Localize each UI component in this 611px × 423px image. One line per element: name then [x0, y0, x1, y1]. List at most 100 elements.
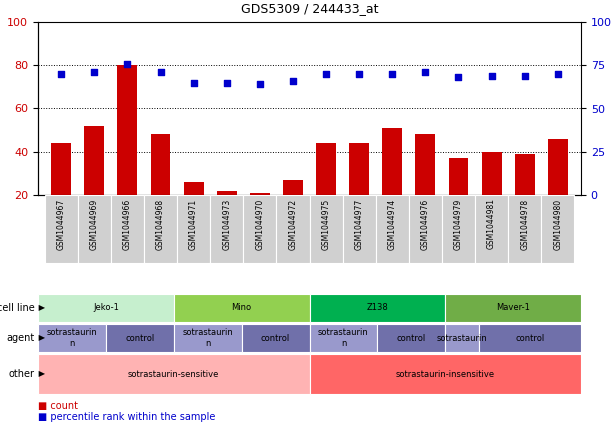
Text: GSM1044973: GSM1044973 [222, 198, 231, 250]
Bar [174, 324, 241, 352]
Text: ▶: ▶ [35, 303, 45, 313]
Text: GSM1044980: GSM1044980 [554, 198, 562, 250]
Text: other: other [9, 369, 35, 379]
Bar [508, 195, 541, 263]
Bar [349, 143, 369, 238]
Bar [177, 195, 210, 263]
Text: sotrastaurin
n: sotrastaurin n [182, 328, 233, 348]
Bar [409, 195, 442, 263]
Bar [174, 294, 310, 322]
Bar [448, 158, 469, 238]
Bar [515, 154, 535, 238]
Bar [541, 195, 574, 263]
Bar [38, 294, 174, 322]
Bar [117, 65, 137, 238]
Bar [250, 193, 270, 238]
Text: sotrastaurin
n: sotrastaurin n [318, 328, 369, 348]
Bar [376, 195, 409, 263]
Point [222, 79, 232, 86]
Bar [445, 294, 581, 322]
Bar [415, 135, 435, 238]
Text: GSM1044968: GSM1044968 [156, 198, 165, 250]
Bar [217, 191, 236, 238]
Bar [445, 324, 479, 352]
Point [123, 60, 133, 67]
Point [453, 74, 463, 81]
Point [387, 71, 397, 77]
Bar [479, 324, 581, 352]
Text: GSM1044967: GSM1044967 [57, 198, 65, 250]
Bar [150, 135, 170, 238]
Text: GSM1044977: GSM1044977 [354, 198, 364, 250]
Bar [51, 143, 71, 238]
Bar [243, 195, 276, 263]
Bar [382, 128, 402, 238]
Text: control: control [261, 333, 290, 343]
Point [89, 69, 99, 76]
Text: Mino: Mino [232, 303, 252, 313]
Bar [38, 324, 106, 352]
Bar [84, 126, 104, 238]
Text: Z138: Z138 [367, 303, 388, 313]
Text: control: control [516, 333, 545, 343]
Point [420, 69, 430, 76]
Bar [283, 180, 303, 238]
Bar [310, 294, 445, 322]
Text: GSM1044969: GSM1044969 [90, 198, 99, 250]
Text: GSM1044979: GSM1044979 [454, 198, 463, 250]
Point [520, 72, 530, 79]
Text: sotrastaurin
n: sotrastaurin n [46, 328, 97, 348]
Text: GSM1044971: GSM1044971 [189, 198, 198, 250]
Bar [144, 195, 177, 263]
Text: control: control [397, 333, 426, 343]
Text: GSM1044981: GSM1044981 [487, 198, 496, 250]
Bar [241, 324, 310, 352]
Point [156, 69, 166, 76]
Bar [38, 354, 310, 394]
Text: sotrastaurin-sensitive: sotrastaurin-sensitive [128, 370, 219, 379]
Text: GSM1044978: GSM1044978 [520, 198, 529, 250]
Point [189, 79, 199, 86]
Text: sotrastaurin: sotrastaurin [437, 333, 488, 343]
Bar [310, 195, 343, 263]
Bar [442, 195, 475, 263]
Text: agent: agent [7, 333, 35, 343]
Bar [111, 195, 144, 263]
Bar [378, 324, 445, 352]
Text: GSM1044974: GSM1044974 [388, 198, 397, 250]
Text: sotrastaurin-insensitive: sotrastaurin-insensitive [396, 370, 495, 379]
Bar [45, 195, 78, 263]
Point [553, 71, 563, 77]
Bar [210, 195, 243, 263]
Text: Jeko-1: Jeko-1 [93, 303, 119, 313]
Text: GDS5309 / 244433_at: GDS5309 / 244433_at [241, 2, 378, 15]
Point [321, 71, 331, 77]
Text: ■ count: ■ count [38, 401, 78, 411]
Point [354, 71, 364, 77]
Point [56, 71, 66, 77]
Bar [343, 195, 376, 263]
Point [255, 81, 265, 88]
Bar [78, 195, 111, 263]
Bar [310, 324, 378, 352]
Text: GSM1044966: GSM1044966 [123, 198, 132, 250]
Bar [310, 354, 581, 394]
Bar [184, 182, 203, 238]
Text: GSM1044976: GSM1044976 [421, 198, 430, 250]
Bar [475, 195, 508, 263]
Point [487, 72, 497, 79]
Point [288, 77, 298, 84]
Bar [276, 195, 310, 263]
Bar [481, 152, 502, 238]
Text: cell line: cell line [0, 303, 35, 313]
Bar [316, 143, 336, 238]
Text: GSM1044970: GSM1044970 [255, 198, 265, 250]
Text: Maver-1: Maver-1 [496, 303, 530, 313]
Text: ▶: ▶ [35, 370, 45, 379]
Text: control: control [125, 333, 155, 343]
Bar [106, 324, 174, 352]
Text: GSM1044972: GSM1044972 [288, 198, 298, 250]
Bar [548, 139, 568, 238]
Text: ▶: ▶ [35, 333, 45, 343]
Text: ■ percentile rank within the sample: ■ percentile rank within the sample [38, 412, 215, 422]
